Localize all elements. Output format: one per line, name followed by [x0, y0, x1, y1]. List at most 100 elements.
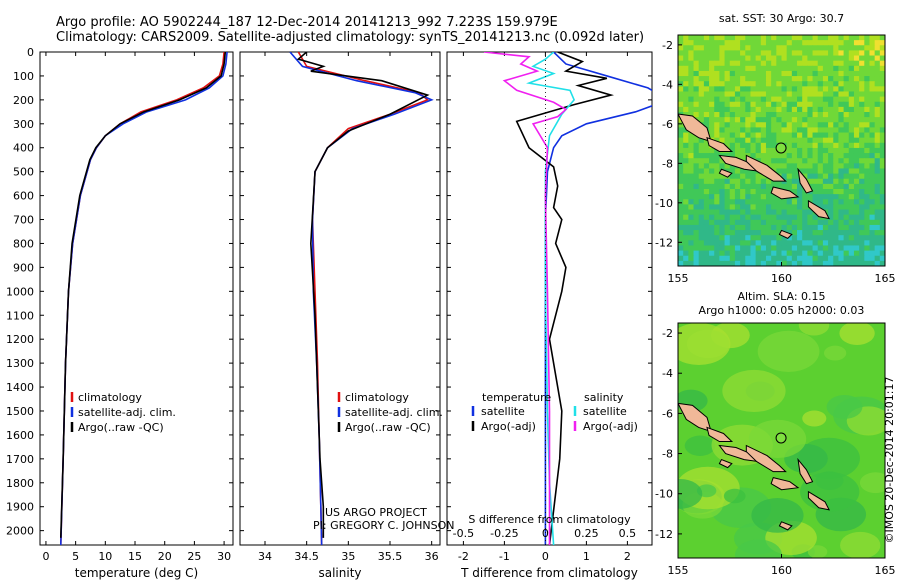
sst-cell: [838, 250, 845, 257]
sst-cell: [822, 40, 829, 46]
sst-cell: [760, 55, 767, 62]
sst-cell: [828, 112, 834, 118]
sst-cell: [734, 122, 741, 128]
sst-cell: [838, 96, 845, 103]
sst-cell: [843, 40, 850, 46]
sst-cell: [750, 260, 757, 266]
sst-cell: [771, 245, 777, 252]
sst-cell: [688, 214, 695, 221]
x-tick-label: 5: [72, 550, 79, 563]
sst-cell: [822, 147, 829, 154]
sst-cell: [828, 132, 834, 139]
sst-cell: [734, 235, 741, 241]
sst-cell: [864, 55, 870, 62]
sst-cell: [822, 55, 829, 62]
sst-cell: [698, 189, 705, 195]
sst-cell: [848, 122, 855, 128]
sst-cell: [760, 96, 767, 103]
sst-cell: [714, 183, 720, 190]
sst-cell: [683, 45, 689, 51]
sst-cell: [864, 189, 870, 195]
sst-cell: [750, 204, 757, 211]
map-y-tick-label: -12: [655, 236, 673, 249]
sla-blob: [757, 330, 820, 372]
x-tick-label: 34.5: [294, 550, 319, 563]
sst-cell: [874, 178, 881, 185]
sst-cell: [750, 209, 757, 216]
sst-cell: [859, 245, 865, 252]
sla-blob: [684, 435, 716, 456]
sst-cell: [750, 86, 757, 92]
sst-cell: [843, 70, 850, 77]
sst-cell: [812, 224, 819, 231]
sst-cell: [869, 214, 876, 221]
sst-cell: [719, 224, 726, 231]
sst-cell: [698, 163, 705, 169]
sst-cell: [859, 86, 865, 92]
sst-cell: [812, 117, 819, 123]
sst-cell: [838, 132, 845, 139]
sst-cell: [760, 235, 767, 241]
sst-cell: [729, 35, 736, 41]
sst-cell: [714, 117, 720, 123]
sst-cell: [807, 60, 814, 67]
sst-cell: [745, 106, 751, 113]
x-tick-label: 30: [217, 550, 231, 563]
sst-cell: [719, 255, 726, 262]
sst-cell: [688, 137, 695, 144]
island-shape: [706, 136, 734, 152]
sst-cell: [802, 60, 808, 67]
sst-cell: [817, 147, 824, 154]
sst-cell: [724, 40, 731, 46]
sst-cell: [771, 91, 777, 98]
sst-cell: [724, 199, 731, 205]
sst-cell: [864, 112, 870, 118]
sst-cell: [734, 132, 741, 139]
sst-cell: [688, 199, 695, 205]
sst-cell: [745, 189, 751, 195]
sst-cell: [703, 91, 710, 98]
sst-cell: [734, 209, 741, 216]
sst-cell: [771, 199, 777, 205]
sst-cell: [781, 91, 788, 98]
sst-cell: [693, 194, 700, 200]
sst-cell: [812, 127, 819, 134]
sst-cell: [729, 65, 736, 72]
sst-cell: [838, 194, 845, 200]
sst-cell: [755, 127, 762, 134]
sst-cell: [760, 260, 767, 266]
sst-cell: [812, 50, 819, 57]
sst-cell: [750, 137, 757, 144]
sst-cell: [678, 35, 684, 41]
sst-cell: [765, 240, 772, 246]
sst-cell: [750, 214, 757, 221]
sst-cell: [812, 86, 819, 92]
sst-cell: [740, 101, 746, 108]
sst-cell: [848, 214, 855, 221]
sst-cell: [859, 230, 865, 236]
sst-cell: [724, 163, 731, 169]
sst-cell: [724, 50, 731, 57]
sst-cell: [812, 194, 819, 200]
sst-cell: [678, 127, 684, 134]
sst-cell: [709, 40, 715, 46]
sst-cell: [864, 153, 870, 159]
sst-cell: [838, 142, 845, 149]
sst-cell: [797, 199, 803, 205]
sst-cell: [719, 204, 726, 211]
sst-cell: [879, 142, 885, 149]
sst-cell: [812, 112, 819, 118]
sst-cell: [874, 260, 881, 266]
sst-cell: [688, 183, 695, 190]
sst-cell: [709, 91, 715, 98]
sst-cell: [786, 163, 793, 169]
y-tick-label: 1300: [6, 357, 34, 370]
sst-cell: [817, 35, 824, 41]
sst-cell: [822, 194, 829, 200]
sst-cell: [848, 55, 855, 62]
sst-cell: [802, 260, 808, 266]
sst-cell: [714, 106, 720, 113]
sst-cell: [698, 209, 705, 216]
sst-cell: [822, 183, 829, 190]
sst-cell: [791, 137, 798, 144]
